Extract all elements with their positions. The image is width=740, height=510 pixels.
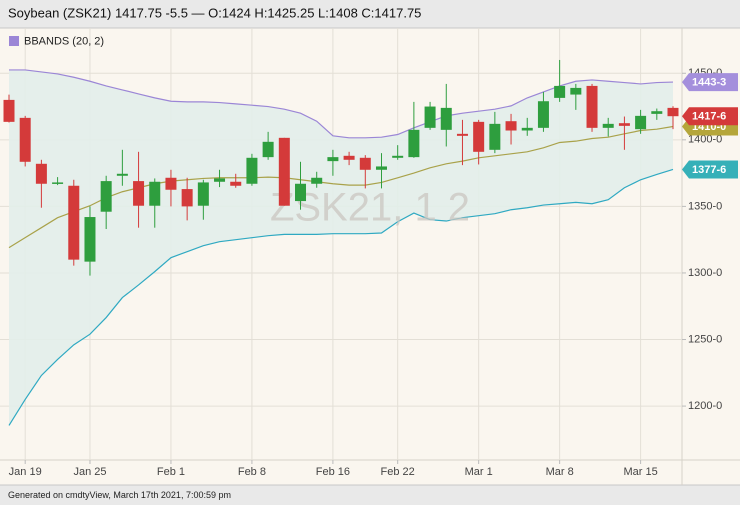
candle-body bbox=[295, 183, 307, 202]
price-tag bbox=[682, 107, 738, 126]
price-tag-label: 1443-3 bbox=[692, 76, 726, 88]
price-tag bbox=[682, 160, 738, 179]
footer-bar bbox=[0, 485, 740, 505]
price-tag-label: 1417-6 bbox=[692, 111, 726, 123]
header-bar bbox=[0, 0, 740, 28]
y-tick-label: 1300-0 bbox=[688, 267, 722, 279]
candle-body bbox=[133, 181, 145, 206]
candle-body bbox=[521, 127, 533, 131]
candle-body bbox=[68, 185, 80, 260]
y-tick-label: 1200-0 bbox=[688, 400, 722, 412]
candle-body bbox=[149, 181, 161, 206]
candle-body bbox=[651, 111, 663, 114]
x-tick-label: Mar 8 bbox=[546, 466, 574, 478]
chart-title: Soybean (ZSK21) 1417.75 -5.5 — O:1424 H:… bbox=[8, 5, 421, 20]
axes: 1200-01250-01300-01350-01400-01450-0Jan … bbox=[9, 67, 738, 478]
price-tag-label: 1377-6 bbox=[692, 164, 726, 176]
candle-body bbox=[505, 121, 517, 131]
x-tick-label: Feb 1 bbox=[157, 466, 185, 478]
candle-body bbox=[327, 157, 339, 162]
candle-body bbox=[392, 155, 404, 158]
candle-body bbox=[230, 181, 242, 186]
candle-body bbox=[667, 107, 679, 117]
candle-body bbox=[3, 99, 15, 122]
candle-body bbox=[311, 177, 323, 184]
candle-body bbox=[375, 166, 387, 170]
x-tick-label: Feb 8 bbox=[238, 466, 266, 478]
legend-label: BBANDS (20, 2) bbox=[24, 35, 104, 47]
footer-text: Generated on cmdtyView, March 17th 2021,… bbox=[8, 490, 231, 500]
x-tick-label: Mar 15 bbox=[623, 466, 657, 478]
candle-body bbox=[181, 189, 193, 207]
legend-swatch bbox=[9, 36, 19, 46]
candle-body bbox=[343, 155, 355, 160]
x-tick-label: Feb 16 bbox=[316, 466, 350, 478]
band-upper bbox=[9, 69, 674, 139]
candle-body bbox=[537, 101, 549, 128]
candle-body bbox=[424, 106, 436, 128]
candle-body bbox=[100, 181, 112, 212]
candle-body bbox=[359, 157, 371, 170]
candles bbox=[3, 59, 679, 276]
candle-body bbox=[440, 107, 452, 130]
x-tick-label: Mar 1 bbox=[465, 466, 493, 478]
band-lower bbox=[8, 168, 674, 426]
y-tick-label: 1250-0 bbox=[688, 333, 722, 345]
candle-body bbox=[19, 117, 31, 162]
band-middle bbox=[8, 125, 674, 249]
candle-body bbox=[214, 178, 226, 182]
candle-body bbox=[35, 163, 47, 184]
candle-body bbox=[52, 182, 64, 184]
candle-body bbox=[278, 137, 290, 206]
price-tag bbox=[682, 73, 738, 92]
candle-body bbox=[618, 123, 630, 126]
candle-body bbox=[116, 173, 128, 176]
x-tick-label: Jan 19 bbox=[9, 466, 42, 478]
candle-body bbox=[165, 177, 177, 190]
candle-body bbox=[489, 123, 501, 150]
candle-body bbox=[602, 123, 614, 128]
bollinger-bands bbox=[8, 69, 674, 426]
candle-body bbox=[456, 133, 468, 136]
candle-body bbox=[570, 87, 582, 95]
candle-body bbox=[408, 129, 420, 158]
y-tick-label: 1350-0 bbox=[688, 200, 722, 212]
candle-body bbox=[586, 85, 598, 128]
candle-body bbox=[246, 157, 258, 184]
candle-body bbox=[84, 217, 96, 262]
x-tick-label: Jan 25 bbox=[73, 466, 106, 478]
x-tick-label: Feb 22 bbox=[381, 466, 415, 478]
candle-body bbox=[554, 85, 566, 98]
candle-body bbox=[473, 121, 485, 152]
y-tick-label: 1400-0 bbox=[688, 134, 722, 146]
candle-body bbox=[635, 115, 647, 130]
candle-body bbox=[197, 182, 209, 206]
band-fill bbox=[9, 69, 673, 426]
candle-body bbox=[262, 141, 274, 158]
